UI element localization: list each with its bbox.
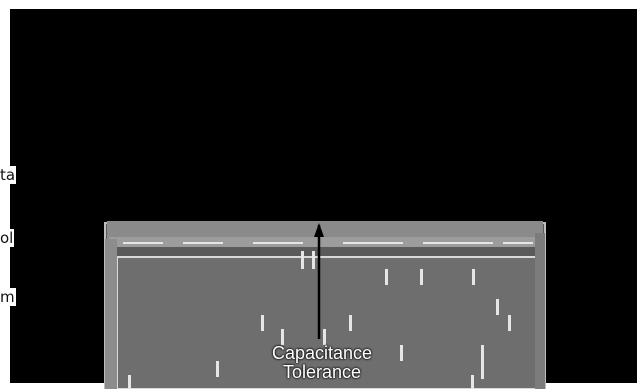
side-label-1: ta	[0, 166, 17, 184]
component-lip	[109, 237, 541, 247]
component-left-bevel	[105, 239, 117, 389]
callout-line-2: Tolerance	[282, 362, 362, 382]
arrow-up-icon	[314, 223, 324, 237]
side-label-3: m	[0, 288, 16, 306]
capacitance-tolerance-label: Capacitance Tolerance	[262, 344, 382, 382]
side-label-2: ol	[0, 229, 15, 247]
capacitor-graphic	[104, 221, 546, 389]
component-top-edge	[107, 221, 543, 241]
capacitor-component	[103, 219, 547, 389]
vertical-marks	[128, 251, 511, 389]
callout-line-1: Capacitance	[271, 343, 373, 363]
component-right-bevel	[535, 233, 545, 389]
